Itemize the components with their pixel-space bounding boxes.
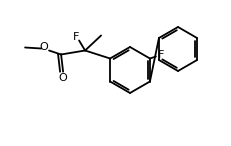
Text: F: F <box>73 32 79 41</box>
Text: F: F <box>157 49 163 60</box>
Text: O: O <box>40 41 48 52</box>
Text: O: O <box>58 73 67 82</box>
